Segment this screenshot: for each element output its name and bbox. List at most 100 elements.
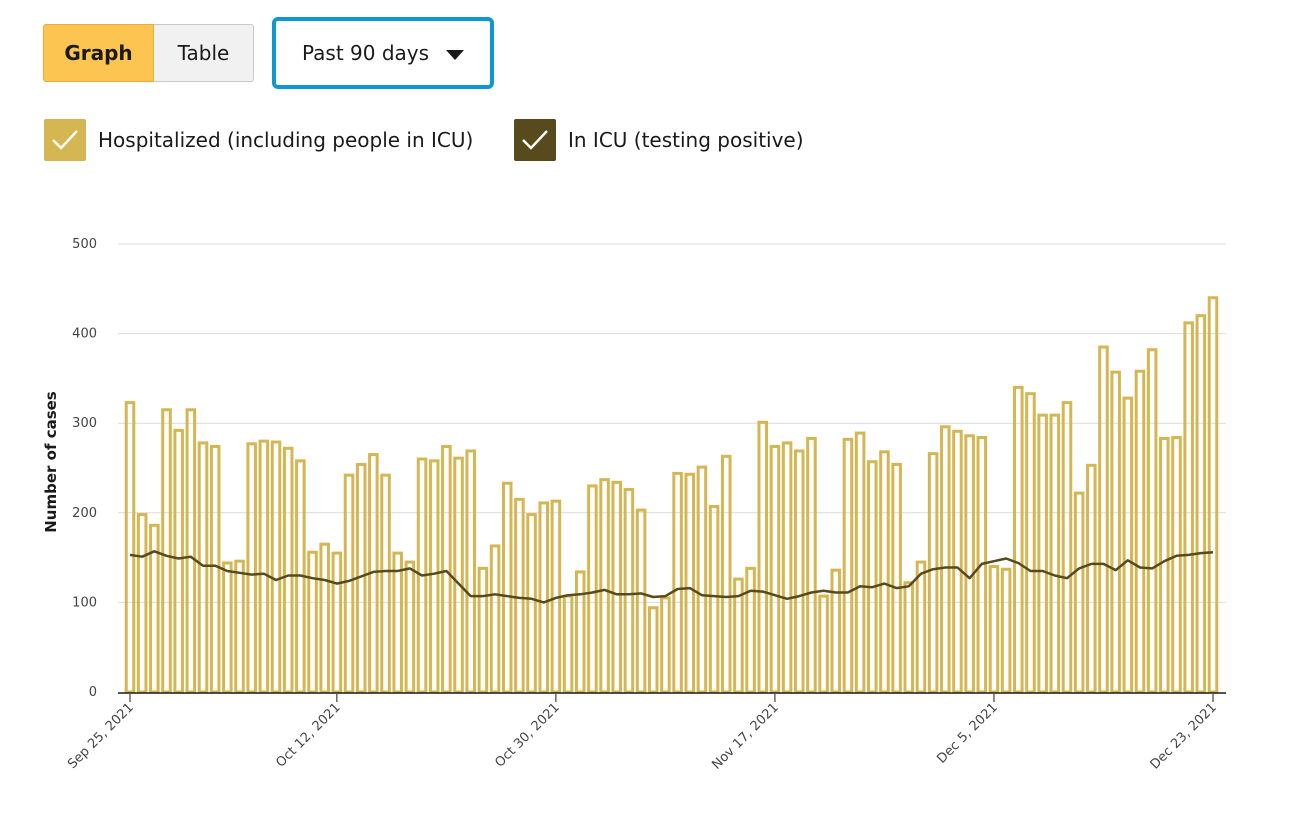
bar-hospitalized[interactable] xyxy=(672,471,683,694)
bar-hospitalized[interactable] xyxy=(282,446,294,694)
bar-hospitalized[interactable] xyxy=(915,560,927,694)
bar-hospitalized[interactable] xyxy=(903,581,915,694)
checkbox-hospitalized[interactable] xyxy=(44,119,86,161)
legend-toggle-icu[interactable]: In ICU (testing positive) xyxy=(514,119,804,161)
bar-hospitalized[interactable] xyxy=(331,551,343,694)
bar-hospitalized[interactable] xyxy=(514,497,525,694)
bar-hospitalized[interactable] xyxy=(380,473,391,694)
bar-hospitalized[interactable] xyxy=(757,420,769,694)
bar-hospitalized[interactable] xyxy=(927,452,939,694)
bar-hospitalized[interactable] xyxy=(793,449,805,694)
x-tick-label: Dec 23, 2021 xyxy=(1148,700,1220,772)
bar-hospitalized[interactable] xyxy=(696,465,708,694)
bar-hospitalized[interactable] xyxy=(842,437,854,694)
bar-hospitalized[interactable] xyxy=(136,513,148,694)
checkbox-icu[interactable] xyxy=(514,119,556,161)
bar-hospitalized[interactable] xyxy=(453,456,464,694)
bar-hospitalized[interactable] xyxy=(319,542,330,694)
bar-hospitalized[interactable] xyxy=(1049,413,1061,694)
bar-hospitalized[interactable] xyxy=(258,439,270,694)
bar-hospitalized[interactable] xyxy=(684,472,696,694)
bar-hospitalized[interactable] xyxy=(501,481,513,694)
y-tick-label: 100 xyxy=(72,595,97,610)
bar-hospitalized[interactable] xyxy=(720,454,732,694)
bar-hospitalized[interactable] xyxy=(599,478,610,694)
bar-hospitalized[interactable] xyxy=(1183,321,1194,694)
bar-hospitalized[interactable] xyxy=(976,436,988,694)
bar-hospitalized[interactable] xyxy=(952,429,963,694)
bar-hospitalized[interactable] xyxy=(392,551,403,694)
bar-hospitalized[interactable] xyxy=(1025,392,1036,694)
bar-hospitalized[interactable] xyxy=(733,577,744,694)
bar-hospitalized[interactable] xyxy=(1061,401,1073,694)
table-tab-button[interactable]: Table xyxy=(154,24,254,82)
bar-hospitalized[interactable] xyxy=(940,425,951,694)
icu-line[interactable] xyxy=(129,550,1214,604)
bars-layer xyxy=(124,296,1219,694)
bar-hospitalized[interactable] xyxy=(1110,370,1121,694)
bar-hospitalized[interactable] xyxy=(197,441,209,694)
bar-hospitalized[interactable] xyxy=(441,444,452,694)
bar-hospitalized[interactable] xyxy=(574,570,586,694)
bar-hospitalized[interactable] xyxy=(818,594,829,694)
bar-hospitalized[interactable] xyxy=(222,561,233,694)
bar-hospitalized[interactable] xyxy=(1122,396,1134,694)
legend-toggle-hospitalized[interactable]: Hospitalized (including people in ICU) xyxy=(44,119,473,161)
bar-hospitalized[interactable] xyxy=(1207,296,1219,694)
bar-hospitalized[interactable] xyxy=(781,441,793,694)
bar-hospitalized[interactable] xyxy=(1013,385,1024,694)
bar-hospitalized[interactable] xyxy=(404,560,416,694)
bar-hospitalized[interactable] xyxy=(1098,345,1109,694)
bar-hospitalized[interactable] xyxy=(149,523,160,694)
bar-hospitalized[interactable] xyxy=(477,566,489,694)
bar-hospitalized[interactable] xyxy=(428,459,440,694)
bar-hospitalized[interactable] xyxy=(879,450,890,694)
bar-hospitalized[interactable] xyxy=(270,440,282,694)
bar-hospitalized[interactable] xyxy=(173,428,184,694)
bar-hospitalized[interactable] xyxy=(587,484,598,694)
time-range-value: Past 90 days xyxy=(302,41,430,65)
bar-hospitalized[interactable] xyxy=(124,401,136,694)
bar-hospitalized[interactable] xyxy=(745,566,756,694)
bar-hospitalized[interactable] xyxy=(489,544,501,694)
bar-hospitalized[interactable] xyxy=(1146,348,1158,694)
bar-hospitalized[interactable] xyxy=(1159,436,1170,694)
bar-hospitalized[interactable] xyxy=(1195,314,1207,694)
bar-hospitalized[interactable] xyxy=(161,408,172,694)
bar-hospitalized[interactable] xyxy=(307,550,318,694)
bar-hospitalized[interactable] xyxy=(867,460,878,694)
bar-hospitalized[interactable] xyxy=(623,488,635,694)
bar-hospitalized[interactable] xyxy=(854,431,866,694)
bar-hospitalized[interactable] xyxy=(209,444,221,694)
bar-hospitalized[interactable] xyxy=(343,473,355,694)
y-tick-label: 300 xyxy=(72,416,97,431)
bar-hospitalized[interactable] xyxy=(1086,463,1097,694)
bar-hospitalized[interactable] xyxy=(964,434,975,694)
bar-hospitalized[interactable] xyxy=(538,501,550,694)
time-range-dropdown[interactable]: Past 90 days xyxy=(272,17,494,89)
bar-hospitalized[interactable] xyxy=(1134,369,1146,694)
bar-hospitalized[interactable] xyxy=(234,559,245,694)
bar-hospitalized[interactable] xyxy=(830,568,842,694)
bar-hospitalized[interactable] xyxy=(465,449,476,694)
bar-hospitalized[interactable] xyxy=(185,408,197,694)
bar-hospitalized[interactable] xyxy=(647,606,659,694)
graph-tab-button[interactable]: Graph xyxy=(43,24,154,82)
bar-hospitalized[interactable] xyxy=(246,442,257,694)
bar-hospitalized[interactable] xyxy=(635,508,647,694)
bar-hospitalized[interactable] xyxy=(708,505,720,694)
y-tick-label: 500 xyxy=(72,237,97,252)
bar-hospitalized[interactable] xyxy=(988,565,1000,694)
bar-hospitalized[interactable] xyxy=(526,513,537,694)
bar-hospitalized[interactable] xyxy=(1171,436,1182,694)
bar-hospitalized[interactable] xyxy=(1037,413,1048,694)
legend-label-hospitalized: Hospitalized (including people in ICU) xyxy=(98,128,474,152)
bar-hospitalized[interactable] xyxy=(769,444,781,694)
bar-hospitalized[interactable] xyxy=(660,596,671,694)
bar-hospitalized[interactable] xyxy=(1000,567,1012,694)
bar-hospitalized[interactable] xyxy=(562,594,574,694)
bar-hospitalized[interactable] xyxy=(806,436,817,694)
bar-hospitalized[interactable] xyxy=(611,480,623,694)
bar-hospitalized[interactable] xyxy=(891,462,902,694)
bar-hospitalized[interactable] xyxy=(1073,491,1085,694)
